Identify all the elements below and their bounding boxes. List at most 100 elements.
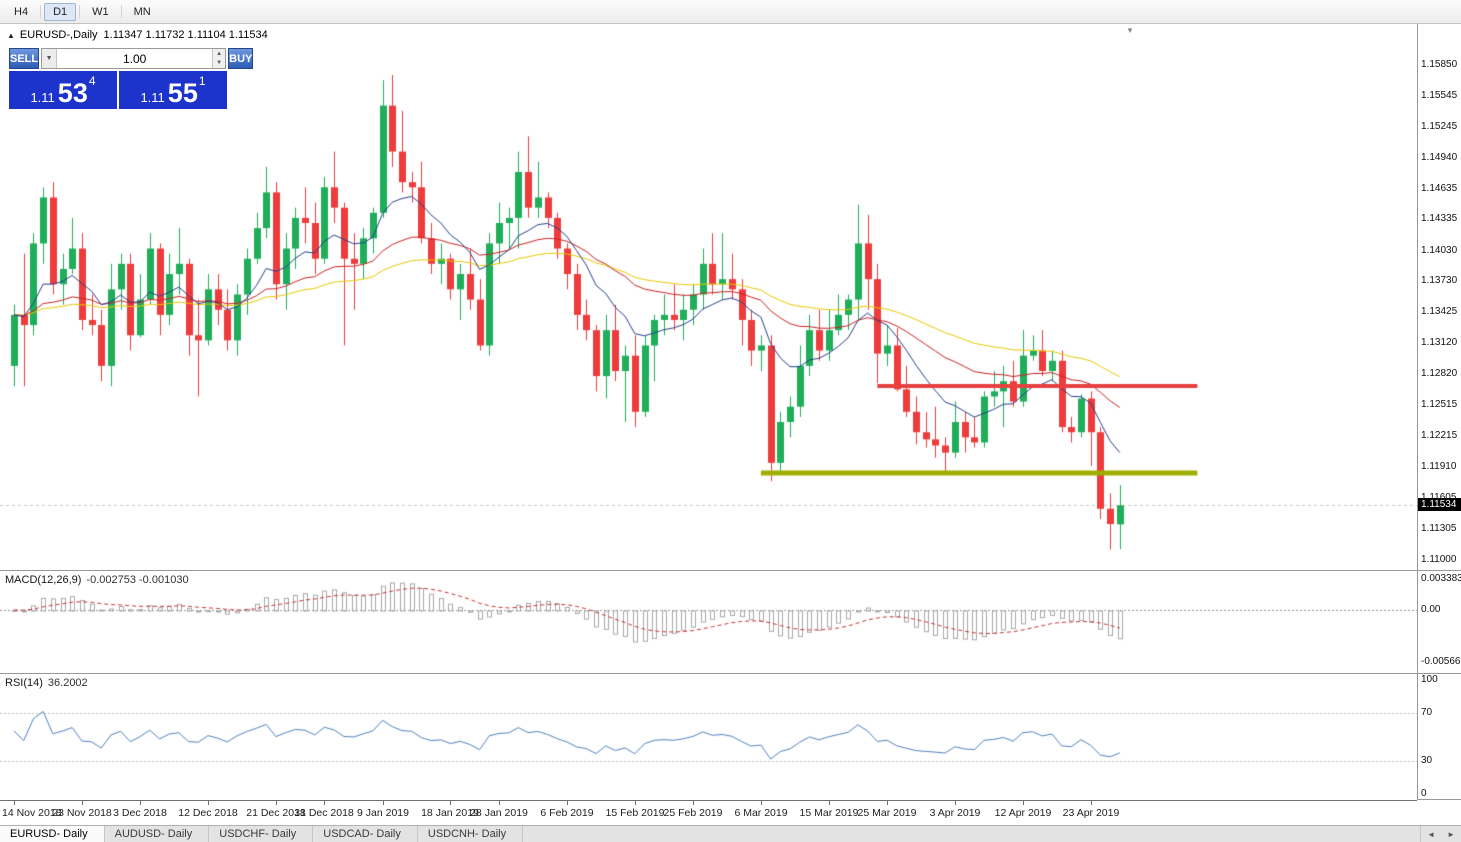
- chart-symbol-period: EURUSD-,Daily: [19, 29, 98, 41]
- date-label: 18 Jan 2019: [421, 807, 479, 819]
- volume-dropdown-icon[interactable]: ▼: [42, 49, 58, 68]
- date-label: 12 Apr 2019: [994, 807, 1052, 819]
- price-scale-label: 1.14940: [1421, 151, 1458, 163]
- time-axis-tick: [383, 801, 384, 805]
- price-scale-label: 1.12820: [1421, 368, 1458, 380]
- price-chart-canvas[interactable]: [0, 24, 1417, 570]
- chart-tab-usdcnh-daily[interactable]: USDCNH- Daily: [418, 826, 524, 842]
- sell-price-big: 53: [57, 77, 88, 108]
- rsi-value: 36.2002: [47, 677, 88, 689]
- macd-label: MACD(12,26,9) -0.002753 -0.001030: [5, 574, 189, 586]
- macd-indicator-pane: MACD(12,26,9) -0.002753 -0.001030: [0, 571, 1417, 674]
- time-axis-tick: [635, 801, 636, 805]
- price-scale-label: 1.15850: [1421, 58, 1458, 70]
- chart-tab-audusd-daily[interactable]: AUDUSD- Daily: [105, 826, 210, 842]
- rsi-canvas[interactable]: [0, 674, 1417, 800]
- price-scale-label: 1.14335: [1421, 213, 1458, 225]
- time-axis-tick: [693, 801, 694, 805]
- price-scale-label: 1.12215: [1421, 429, 1458, 441]
- time-axis-tick: [276, 801, 277, 805]
- time-axis-tick: [208, 801, 209, 805]
- price-scale-label: 1.13120: [1421, 337, 1458, 349]
- date-label: 15 Mar 2019: [799, 807, 859, 819]
- time-axis-tick: [140, 801, 141, 805]
- macd-scale-label: 0.00: [1421, 603, 1441, 615]
- price-scale-label: 1.15545: [1421, 89, 1458, 101]
- price-scale-label: 1.14635: [1421, 182, 1458, 194]
- price-scale[interactable]: 1.11534 1.15850 1.15545 1.15245 1.14940 1.14…: [1417, 24, 1461, 800]
- macd-values: -0.002753 -0.001030: [86, 574, 189, 586]
- toolbar-separator: [120, 5, 122, 18]
- tab-scroll-right-icon[interactable]: ►: [1447, 829, 1455, 839]
- chart-tab-usdcad-daily[interactable]: USDCAD- Daily: [313, 826, 418, 842]
- one-click-collapse-icon[interactable]: ▲: [7, 30, 15, 40]
- current-price-tag: 1.11534: [1418, 498, 1461, 511]
- buy-price-big: 55: [167, 77, 198, 108]
- time-axis-tick: [14, 801, 15, 805]
- rsi-scale-label: 0: [1421, 788, 1427, 799]
- time-axis-tick: [1091, 801, 1092, 805]
- sell-price-pipette: 4: [88, 74, 96, 88]
- date-label: 12 Dec 2018: [178, 807, 238, 819]
- time-axis[interactable]: 14 Nov 2018 23 Nov 2018 3 Dec 2018 12 Dec 2…: [0, 800, 1417, 825]
- price-scale-label: 1.13425: [1421, 306, 1458, 318]
- time-axis-tick: [955, 801, 956, 805]
- time-axis-tick: [499, 801, 500, 805]
- sell-button[interactable]: SELL: [9, 48, 40, 69]
- date-label: 23 Apr 2019: [1062, 807, 1120, 819]
- date-label: 23 Nov 2018: [52, 807, 112, 819]
- buy-button[interactable]: BUY: [228, 48, 254, 69]
- sell-price-small: 1.11: [30, 90, 55, 105]
- price-scale-label: 1.12515: [1421, 399, 1458, 411]
- chart-tab-eurusd-daily[interactable]: EURUSD- Daily: [0, 826, 105, 842]
- macd-scale-label: -0.005663: [1421, 656, 1461, 668]
- buy-price-pipette: 1: [198, 74, 206, 88]
- volume-stepper: ▲ ▼: [212, 49, 226, 68]
- price-scale-label: 1.11910: [1421, 460, 1457, 472]
- volume-input[interactable]: [57, 49, 213, 68]
- time-axis-tick: [761, 801, 762, 805]
- scale-pane-divider: [1418, 799, 1461, 800]
- volume-control: ▼ ▲ ▼: [41, 48, 227, 69]
- time-axis-tick: [82, 801, 83, 805]
- timeframe-button-mn[interactable]: MN: [133, 5, 151, 18]
- time-axis-tick: [1023, 801, 1024, 805]
- price-scale-label: 1.15245: [1421, 120, 1458, 132]
- price-scale-label: 1.11305: [1421, 522, 1457, 534]
- toolbar-separator: [40, 5, 42, 18]
- date-label: 25 Mar 2019: [857, 807, 917, 819]
- rsi-scale-label: 70: [1421, 706, 1433, 718]
- time-axis-tick: [887, 801, 888, 805]
- timeframe-toolbar: H4 D1 W1 MN: [0, 0, 1461, 24]
- timeframe-button-h4[interactable]: H4: [14, 5, 29, 18]
- date-label: 25 Feb 2019: [663, 807, 723, 819]
- chart-tab-usdchf-daily[interactable]: USDCHF- Daily: [209, 826, 314, 842]
- date-label: 9 Jan 2019: [357, 807, 409, 819]
- macd-canvas[interactable]: [0, 571, 1417, 673]
- rsi-label: RSI(14) 36.2002: [5, 677, 88, 689]
- chart-ohlc-values: 1.11347 1.11732 1.11104 1.11534: [103, 29, 268, 41]
- volume-down-icon[interactable]: ▼: [213, 58, 226, 68]
- tab-scroll-left-icon[interactable]: ◄: [1427, 829, 1436, 839]
- timeframe-button-w1[interactable]: W1: [92, 5, 109, 18]
- date-label: 28 Jan 2019: [470, 807, 528, 819]
- main-chart-pane: ▲ EURUSD-,Daily 1.11347 1.11732 1.11104 …: [0, 24, 1417, 571]
- rsi-scale-label: 100: [1421, 674, 1438, 685]
- rsi-indicator-pane: RSI(14) 36.2002: [0, 674, 1417, 800]
- tab-scroll-controls: ◄ ►: [1420, 826, 1461, 842]
- date-label: 6 Mar 2019: [734, 807, 788, 819]
- price-scale-label: 1.11000: [1421, 553, 1457, 565]
- date-label: 31 Dec 2018: [294, 807, 354, 819]
- rsi-scale-label: 30: [1421, 755, 1433, 767]
- volume-up-icon[interactable]: ▲: [213, 49, 226, 59]
- one-click-trading-panel: SELL ▼ ▲ ▼ BUY 1.11 53 4 1.11 55 1: [9, 48, 254, 109]
- buy-price-display[interactable]: 1.11 55 1: [119, 71, 227, 109]
- scale-pane-divider: [1418, 570, 1461, 571]
- toolbar-separator: [79, 5, 81, 18]
- time-axis-tick: [450, 801, 451, 805]
- timeframe-button-d1[interactable]: D1: [44, 2, 77, 21]
- sell-price-display[interactable]: 1.11 53 4: [9, 71, 117, 109]
- date-label: 14 Nov 2018: [2, 807, 62, 819]
- date-label: 3 Apr 2019: [929, 807, 981, 819]
- scale-pane-divider: [1418, 673, 1461, 674]
